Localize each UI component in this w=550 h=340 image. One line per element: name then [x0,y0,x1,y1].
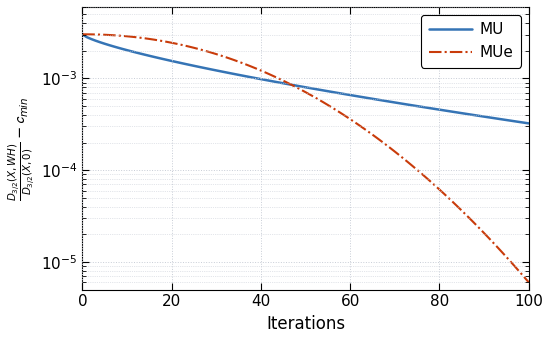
MU [414,104,420,108]
MUe [111,33,117,37]
MUe [79,32,86,36]
X-axis label: Iterations: Iterations [266,315,345,333]
MUe [284,81,291,85]
MUe [414,168,420,172]
MUe [191,46,197,50]
MUe [392,150,398,154]
Line: MUe: MUe [82,34,529,282]
MUe [525,280,532,284]
MU [79,32,86,36]
Y-axis label: $\frac{D_{3/2}(X,WH)}{D_{3/2}(X,0)} - \mathcal{c}_{min}$: $\frac{D_{3/2}(X,WH)}{D_{3/2}(X,0)} - \m… [7,96,38,201]
MU [392,100,398,104]
Legend: MU, MUe: MU, MUe [421,15,521,68]
MU [347,93,354,97]
MU [111,45,117,49]
MU [284,82,291,86]
Line: MU: MU [82,34,529,123]
MU [191,64,197,68]
MUe [347,117,354,121]
MU [525,121,532,125]
